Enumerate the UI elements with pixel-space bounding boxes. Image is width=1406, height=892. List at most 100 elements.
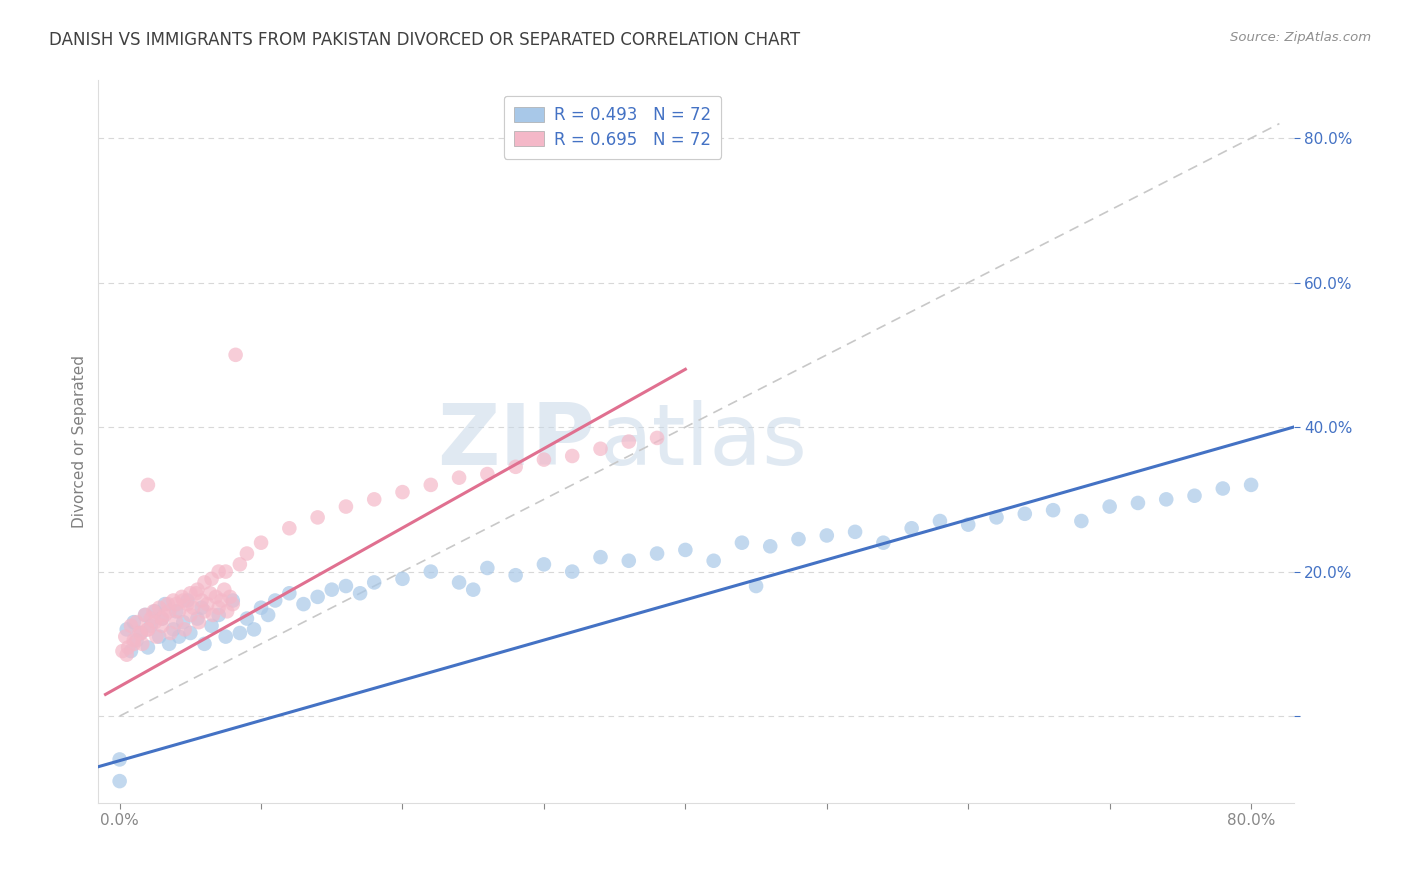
Point (128, 626, 150, 640)
Point (186, 582, 208, 597)
Point (257, 607, 280, 622)
Point (139, 611, 162, 625)
Point (307, 510, 329, 524)
Point (172, 593, 194, 607)
Point (162, 623, 184, 637)
Point (250, 535, 273, 549)
Point (122, 633, 145, 648)
Point (153, 597, 176, 611)
Point (217, 604, 239, 618)
Point (477, 467, 499, 481)
Point (187, 615, 209, 630)
Text: Source: ZipAtlas.com: Source: ZipAtlas.com (1230, 31, 1371, 45)
Point (179, 586, 201, 600)
Point (157, 604, 180, 618)
Point (731, 535, 754, 549)
Point (142, 604, 165, 618)
Legend: R = 0.493   N = 72, R = 0.695   N = 72: R = 0.493 N = 72, R = 0.695 N = 72 (503, 95, 721, 159)
Point (111, 644, 134, 658)
Point (139, 619, 162, 633)
Point (391, 485, 413, 500)
Point (208, 607, 231, 622)
Point (208, 565, 231, 579)
Point (561, 565, 583, 579)
Point (292, 597, 315, 611)
Point (120, 644, 142, 658)
Point (363, 492, 385, 507)
Point (335, 579, 357, 593)
Point (787, 532, 810, 546)
Point (929, 514, 952, 528)
Point (184, 586, 207, 600)
Point (505, 568, 527, 582)
Point (1126, 496, 1149, 510)
Point (759, 539, 782, 553)
Point (307, 590, 329, 604)
Text: DANISH VS IMMIGRANTS FROM PAKISTAN DIVORCED OR SEPARATED CORRELATION CHART: DANISH VS IMMIGRANTS FROM PAKISTAN DIVOR… (49, 31, 800, 49)
Point (179, 626, 201, 640)
Point (167, 630, 190, 644)
Point (159, 626, 181, 640)
Point (349, 586, 371, 600)
Point (122, 637, 145, 651)
Point (900, 521, 922, 535)
Point (162, 593, 184, 607)
Point (278, 521, 301, 535)
Point (1154, 492, 1177, 507)
Point (108, 774, 131, 789)
Point (173, 623, 195, 637)
Point (193, 575, 215, 590)
Point (143, 604, 166, 618)
Point (117, 640, 139, 655)
Point (477, 561, 499, 575)
Point (844, 524, 866, 539)
Point (222, 593, 245, 607)
Point (1240, 478, 1263, 492)
Point (190, 600, 212, 615)
Point (243, 623, 266, 637)
Point (125, 615, 148, 630)
Point (165, 615, 187, 630)
Point (190, 593, 212, 607)
Point (391, 572, 413, 586)
Point (120, 619, 142, 633)
Point (449, 470, 471, 484)
Point (193, 604, 215, 618)
Point (201, 607, 224, 622)
Text: atlas: atlas (600, 400, 808, 483)
Point (264, 593, 287, 607)
Point (673, 542, 696, 557)
Point (533, 452, 555, 467)
Point (165, 604, 187, 618)
Point (505, 459, 527, 474)
Point (986, 510, 1008, 524)
Point (200, 572, 222, 586)
Point (236, 547, 259, 561)
Point (215, 565, 238, 579)
Point (150, 611, 173, 625)
Point (114, 630, 136, 644)
Point (204, 590, 226, 604)
Point (236, 611, 259, 625)
Point (181, 600, 204, 615)
Point (335, 500, 357, 514)
Point (222, 597, 245, 611)
Point (617, 434, 640, 449)
Point (229, 558, 252, 572)
Point (957, 517, 980, 532)
Point (214, 582, 236, 597)
Point (463, 582, 485, 597)
Point (533, 558, 555, 572)
Point (815, 528, 838, 542)
Point (703, 554, 725, 568)
Point (108, 752, 131, 766)
Point (561, 449, 583, 463)
Point (148, 630, 170, 644)
Point (122, 615, 145, 630)
Point (193, 637, 215, 651)
Point (167, 604, 190, 618)
Point (179, 607, 201, 622)
Point (143, 615, 166, 630)
Point (745, 579, 768, 593)
Text: ZIP: ZIP (437, 400, 595, 483)
